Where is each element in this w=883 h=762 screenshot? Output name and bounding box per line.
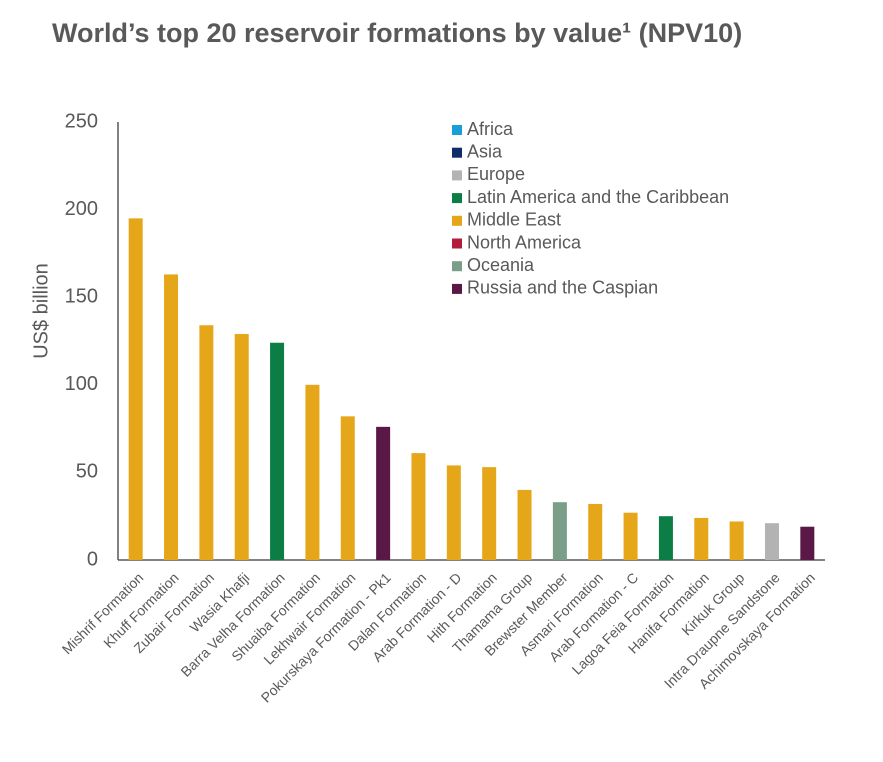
legend-swatch	[452, 125, 462, 135]
bar	[694, 517, 709, 560]
legend-swatch	[452, 193, 462, 204]
legend-label: Africa	[467, 119, 514, 139]
y-tick-label: 0	[87, 548, 98, 570]
legend-swatch	[452, 215, 462, 226]
bar	[482, 467, 497, 560]
y-tick-label: 100	[65, 373, 98, 395]
bar	[128, 218, 143, 561]
legend-swatch	[452, 283, 462, 294]
bar	[199, 325, 214, 560]
legend-swatch	[452, 147, 462, 158]
bar	[588, 503, 603, 560]
y-tick-label: 50	[76, 461, 98, 483]
legend-label: Latin America and the Caribbean	[467, 187, 729, 207]
legend-swatch	[452, 170, 462, 181]
bar	[376, 426, 391, 560]
legend-label: Russia and the Caspian	[467, 278, 658, 298]
legend-label: Europe	[467, 164, 525, 184]
y-tick-label: 150	[65, 285, 98, 307]
legend-swatch	[452, 238, 462, 249]
y-tick-label: 250	[65, 110, 98, 132]
bar	[446, 465, 461, 560]
chart-title: World’s top 20 reservoir formations by v…	[52, 18, 742, 48]
bar	[729, 521, 744, 560]
bar	[340, 416, 355, 560]
bar	[234, 333, 249, 560]
legend-swatch	[452, 261, 462, 272]
bar	[164, 274, 179, 560]
bar	[552, 502, 567, 560]
bar	[764, 523, 779, 560]
bar	[411, 453, 426, 560]
legend-label: North America	[467, 232, 582, 252]
legend-label: Oceania	[467, 255, 535, 275]
bar	[800, 526, 815, 560]
bar	[270, 342, 285, 560]
legend-label: Asia	[467, 141, 503, 161]
bar	[623, 512, 638, 560]
legend-label: Middle East	[467, 210, 561, 230]
bar	[658, 516, 673, 560]
y-tick-label: 200	[65, 198, 98, 220]
y-axis-label: US$ billion	[30, 263, 52, 359]
bar	[305, 384, 320, 560]
bar	[517, 489, 532, 560]
